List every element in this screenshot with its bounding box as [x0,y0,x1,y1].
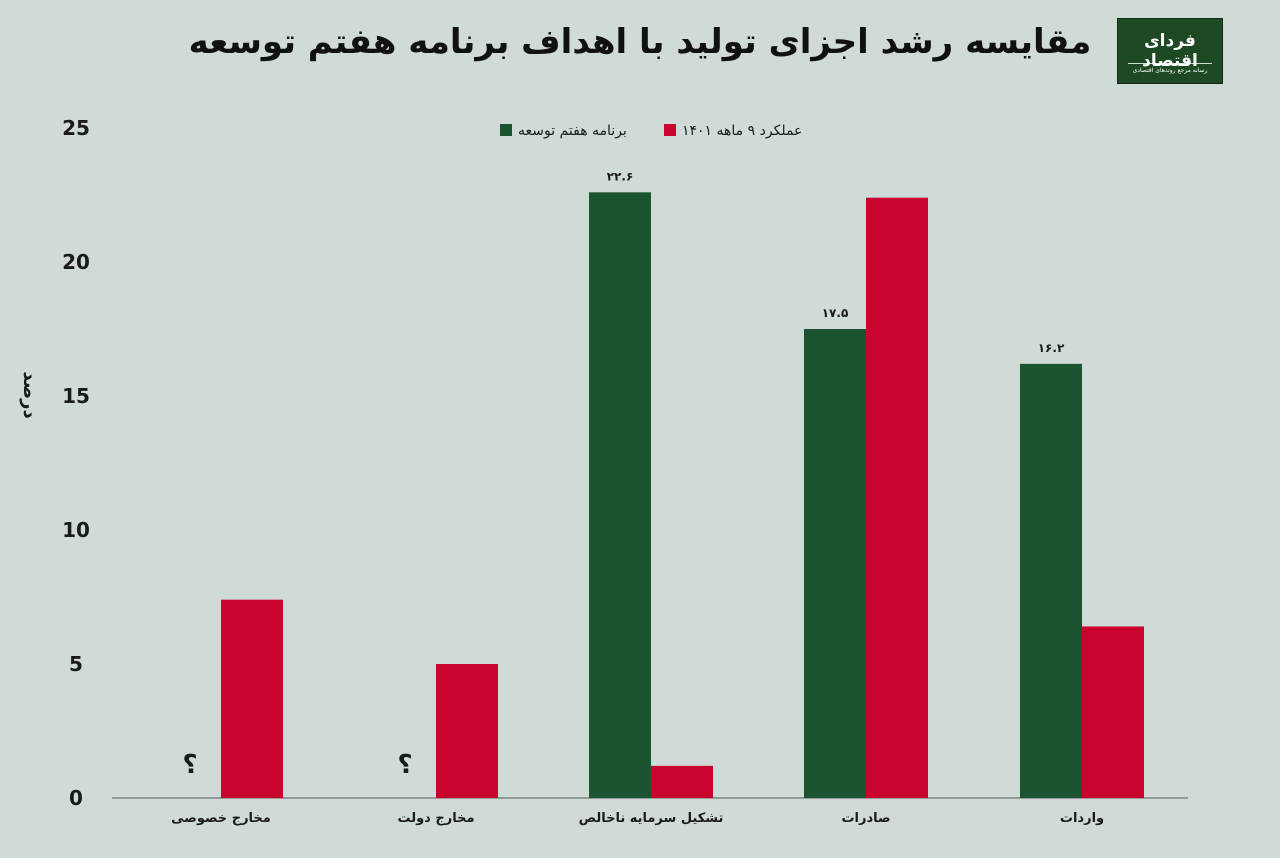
x-tick-label: مخارج دولت [397,811,474,826]
bar [1020,363,1082,798]
bar [589,192,651,798]
data-label: ۲۲.۶ [607,169,634,183]
y-tick-label: 5 [69,652,83,676]
x-tick-label: واردات [1060,811,1104,826]
chart-title: مقایسه رشد اجزای تولید با اهداف برنامه ه… [188,22,1092,62]
y-tick-label: 25 [62,116,90,140]
y-axis-label: درصد [19,371,40,418]
x-tick-label: مخارج خصوصی [171,811,271,826]
bars-layer: ؟ ؟ ۲۲.۶ ۱۷.۵ ۱۶.۲ [182,169,1144,798]
bar [804,329,866,798]
x-tick-label: تشکیل سرمایه ناخالص [579,811,724,826]
data-label: ۱۷.۵ [822,306,849,320]
y-tick-label: 20 [62,250,90,274]
brand-logo: فردای اقتصاد رسانه مرجع روندهای اقتصادی [1117,18,1223,84]
bar [221,599,283,798]
logo-divider [1128,63,1212,64]
bar [866,197,928,798]
y-tick-label: 0 [69,786,83,810]
logo-tagline: رسانه مرجع روندهای اقتصادی [1132,67,1208,74]
x-tick-label: صادرات [841,811,890,826]
missing-value-marker: ؟ [397,750,412,780]
y-axis: 0 5 10 15 20 25 [62,116,90,810]
data-label: ۱۶.۲ [1038,341,1065,355]
logo-name: فردای اقتصاد [1142,31,1198,71]
legend-swatch [500,124,512,136]
bar [651,765,713,798]
legend-label: عملکرد ۹ ماهه ۱۴۰۱ [682,123,802,139]
legend-label: برنامه هفتم توسعه [518,123,627,139]
bar [1082,626,1144,798]
x-axis: مخارج خصوصی مخارج دولت تشکیل سرمایه ناخالص… [171,811,1104,826]
legend-swatch [664,124,676,136]
legend: برنامه هفتم توسعه عملکرد ۹ ماهه ۱۴۰۱ [500,123,802,139]
y-tick-label: 15 [62,384,90,408]
missing-value-marker: ؟ [182,750,197,780]
y-tick-label: 10 [62,518,90,542]
bar [436,664,498,798]
